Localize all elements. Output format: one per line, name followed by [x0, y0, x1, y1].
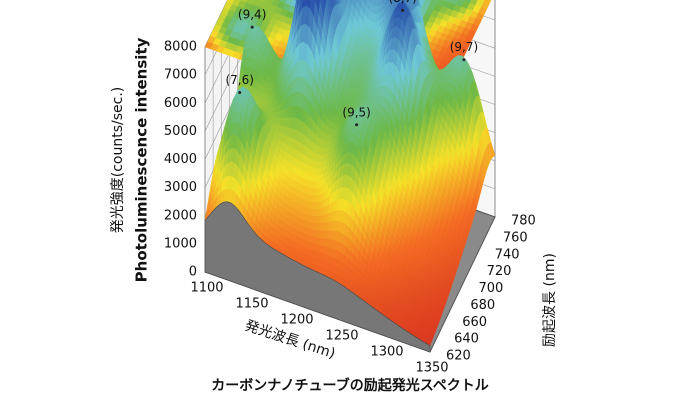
z-tick-label: 4000	[164, 152, 197, 167]
y-tick-label: 620	[446, 349, 471, 364]
z-tick-label: 2000	[164, 208, 197, 223]
peak-marker	[462, 58, 466, 62]
peak-marker	[250, 25, 254, 29]
top-map-cell	[246, 0, 255, 5]
y-tick-label: 740	[495, 247, 520, 262]
x-tick-label: 1100	[190, 281, 223, 296]
top-map-cell	[265, 0, 274, 6]
surface-front	[204, 201, 431, 353]
x-tick-label: 1300	[370, 345, 403, 360]
peak-label: (7,6)	[225, 73, 253, 87]
top-map-cell	[257, 0, 261, 2]
top-map-cell	[240, 0, 248, 3]
top-map-cell	[461, 0, 466, 2]
top-map-cell	[430, 0, 439, 5]
z-tick-label: 8000	[164, 40, 197, 55]
y-tick-label: 760	[503, 230, 528, 245]
top-map-cell	[276, 0, 281, 2]
z-axis-label: Photoluminescence intensity	[133, 37, 151, 282]
peak-marker	[238, 90, 242, 94]
top-map-cell	[279, 0, 288, 4]
top-map-cell	[259, 0, 268, 4]
top-map-cell	[479, 0, 485, 2]
y-tick-label: 700	[479, 281, 504, 296]
top-map-cell	[442, 0, 446, 1]
z-tick-label: 0	[189, 265, 197, 280]
top-map-cell	[444, 0, 452, 3]
z-tick-label: 7000	[164, 68, 197, 83]
x-tick-label: 1350	[415, 361, 448, 376]
z-tick-label: 1000	[164, 236, 197, 251]
y-tick-label: 780	[511, 214, 536, 229]
y-tick-label: 660	[462, 315, 487, 330]
x-tick-label: 1200	[280, 313, 313, 328]
chart-title: カーボンナノチューブの励起発光スペクトル	[211, 377, 488, 394]
z-tick-label: 6000	[164, 96, 197, 111]
z-tick-label: 5000	[164, 124, 197, 139]
top-map-cell	[483, 0, 492, 4]
peak-label: (9,7)	[450, 40, 478, 54]
peak-marker	[401, 8, 405, 12]
y-tick-label: 680	[470, 298, 495, 313]
x-tick-label: 1250	[325, 329, 358, 344]
top-map-cell	[424, 0, 433, 3]
z-axis-label-ja: 発光強度(counts/sec.)	[110, 87, 126, 234]
peak-label: (9,5)	[342, 105, 370, 119]
y-tick-label: 640	[454, 332, 479, 347]
z-tick-label: 3000	[164, 180, 197, 195]
x-tick-label: 1150	[235, 297, 268, 312]
top-map-cell	[450, 0, 459, 5]
top-map-cell	[226, 0, 235, 5]
top-map-cell	[464, 0, 472, 4]
peak-label: (8,7)	[388, 0, 416, 5]
peak-marker	[355, 123, 359, 127]
y-axis-label: 励起波長 (nm)	[542, 253, 558, 347]
peak-label: (9,4)	[238, 8, 266, 22]
y-tick-label: 720	[487, 264, 512, 279]
